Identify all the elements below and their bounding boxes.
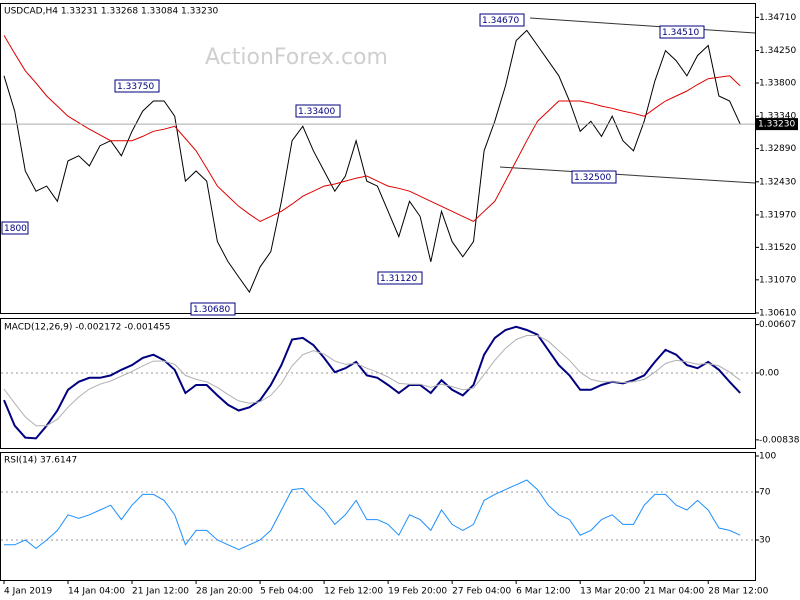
macd-title: MACD(12,26,9) -0.002172 -0.001455 <box>4 323 170 333</box>
x-tick-label: 28 Jan 20:00 <box>196 587 253 597</box>
y-tick-label: 0.00607 <box>759 320 796 330</box>
price-annotation-box <box>479 13 525 27</box>
last-price-box <box>756 118 798 131</box>
price-title: USDCAD,H4 1.33231 1.33268 1.33084 1.3323… <box>4 7 219 17</box>
x-tick-label: 6 Mar 12:00 <box>516 587 571 597</box>
y-tick-label: 1.34250 <box>759 46 796 56</box>
y-tick-label: 0.00 <box>759 369 779 379</box>
macd-panel <box>0 318 756 449</box>
series-line <box>3 29 741 294</box>
x-tick-label: 5 Feb 04:00 <box>260 587 314 597</box>
x-tick-label: 28 Mar 12:00 <box>708 587 768 597</box>
y-tick-label: 1.30610 <box>759 309 796 319</box>
y-tick-label: 1.32890 <box>759 144 796 154</box>
series-line <box>3 335 741 427</box>
price-annotation: 1.32500 <box>574 173 611 183</box>
x-tick-label: 14 Jan 04:00 <box>68 587 125 597</box>
x-tick-label: 21 Jan 12:00 <box>132 587 189 597</box>
x-tick-label: 21 Mar 04:00 <box>644 587 704 597</box>
watermark: ActionForex.com <box>205 45 388 70</box>
y-tick-label: 1.31970 <box>759 210 796 220</box>
price-annotation-box <box>190 302 236 316</box>
y-tick-label: 30 <box>759 536 771 546</box>
price-annotation: 1800 <box>4 224 27 234</box>
rsi-panel <box>0 452 756 581</box>
series-line <box>3 35 741 222</box>
y-tick-label: 1.31070 <box>759 275 796 285</box>
price-annotation: 1.33750 <box>117 82 154 92</box>
y-tick-label: 1.33340 <box>759 112 796 122</box>
price-panel <box>0 3 756 314</box>
price-annotation-box <box>571 170 617 184</box>
y-tick-label: 1.34710 <box>759 13 796 23</box>
price-annotation: 1.31120 <box>380 274 417 284</box>
y-tick-label: 100 <box>759 452 776 462</box>
price-annotation-box <box>114 79 160 93</box>
x-tick-label: 13 Mar 20:00 <box>580 587 640 597</box>
price-annotation-box <box>295 104 341 118</box>
y-tick-label: 1.31520 <box>759 243 796 253</box>
x-tick-label: 12 Feb 12:00 <box>324 587 383 597</box>
rsi-title: RSI(14) 37.6147 <box>4 456 77 466</box>
price-annotation: 1.34670 <box>482 16 519 26</box>
x-tick-label: 4 Jan 2019 <box>4 587 52 597</box>
trend-line <box>529 17 756 34</box>
y-tick-label: 70 <box>759 488 771 498</box>
y-tick-label: 1.32430 <box>759 177 796 187</box>
x-tick-label: 19 Feb 20:00 <box>388 587 447 597</box>
trend-line <box>499 166 756 184</box>
price-annotation: 1.30680 <box>193 305 230 315</box>
price-annotation-box <box>377 271 423 285</box>
x-tick-label: 27 Feb 04:00 <box>452 587 511 597</box>
series-line <box>4 479 741 551</box>
last-price-label: 1.33230 <box>758 120 795 130</box>
price-annotation-box <box>659 25 705 39</box>
y-tick-label: 1.33800 <box>759 79 796 89</box>
price-annotation: 1.33400 <box>298 107 335 117</box>
price-annotation-box <box>1 221 29 235</box>
price-annotation: 1.34510 <box>662 28 699 38</box>
